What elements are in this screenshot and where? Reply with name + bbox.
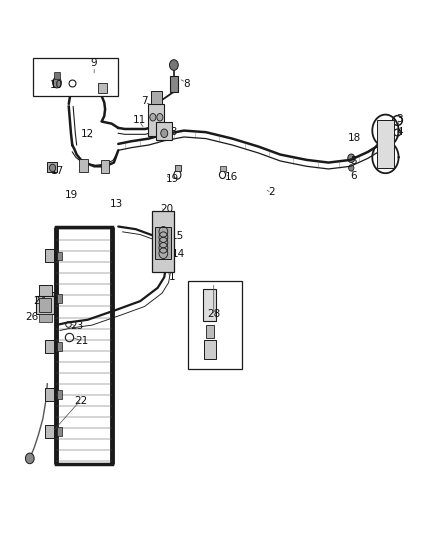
Bar xyxy=(45,292,54,305)
Bar xyxy=(170,76,178,92)
Text: 28: 28 xyxy=(207,310,220,319)
Bar xyxy=(101,160,110,173)
Circle shape xyxy=(49,164,56,172)
Text: 4: 4 xyxy=(396,127,403,137)
Circle shape xyxy=(53,77,61,88)
Text: 18: 18 xyxy=(348,133,361,142)
Text: 21: 21 xyxy=(76,336,89,346)
Bar xyxy=(57,252,62,260)
Circle shape xyxy=(348,154,355,163)
Text: 17: 17 xyxy=(50,166,64,175)
Text: 19: 19 xyxy=(166,174,179,183)
Bar xyxy=(152,211,174,272)
Bar xyxy=(148,104,164,136)
Bar xyxy=(377,120,394,168)
Bar xyxy=(57,427,62,436)
FancyBboxPatch shape xyxy=(33,58,118,96)
Bar xyxy=(45,340,54,353)
Circle shape xyxy=(349,165,354,171)
Bar xyxy=(204,341,215,359)
Bar xyxy=(57,342,62,351)
Bar xyxy=(175,165,181,171)
Text: 5: 5 xyxy=(350,156,357,166)
Text: 13: 13 xyxy=(110,199,123,209)
Text: 23: 23 xyxy=(70,321,83,331)
Bar xyxy=(39,285,52,296)
Circle shape xyxy=(170,60,178,70)
Text: 9: 9 xyxy=(91,58,98,68)
Text: 2: 2 xyxy=(268,187,275,197)
Circle shape xyxy=(25,453,34,464)
Text: 20: 20 xyxy=(160,205,173,214)
Circle shape xyxy=(161,129,168,138)
Bar xyxy=(45,388,54,401)
Bar xyxy=(220,166,226,171)
Text: 19: 19 xyxy=(65,190,78,199)
Circle shape xyxy=(150,114,156,121)
Bar xyxy=(47,162,57,172)
Bar xyxy=(155,227,171,259)
Text: 11: 11 xyxy=(133,115,146,125)
Text: 1: 1 xyxy=(169,272,176,282)
Bar xyxy=(39,314,52,322)
Text: 3: 3 xyxy=(396,115,403,124)
Text: 7: 7 xyxy=(141,96,148,106)
Bar xyxy=(57,294,62,303)
Bar xyxy=(36,296,54,314)
Text: 6: 6 xyxy=(350,171,357,181)
Bar xyxy=(54,72,60,79)
Bar xyxy=(45,425,54,438)
Text: 24: 24 xyxy=(34,296,47,305)
Text: 18: 18 xyxy=(165,127,178,136)
Text: 10: 10 xyxy=(49,80,63,90)
Text: 8: 8 xyxy=(183,79,190,88)
Text: 12: 12 xyxy=(81,130,94,139)
Text: 26: 26 xyxy=(25,312,39,322)
Bar xyxy=(39,298,51,312)
Bar xyxy=(156,122,172,140)
Bar xyxy=(203,289,216,321)
Bar xyxy=(205,325,214,338)
Bar xyxy=(57,390,62,399)
Bar xyxy=(98,83,107,93)
FancyBboxPatch shape xyxy=(188,281,242,369)
Text: 22: 22 xyxy=(74,396,88,406)
Circle shape xyxy=(157,114,163,121)
Bar xyxy=(45,249,54,262)
Bar xyxy=(151,91,162,104)
Text: 16: 16 xyxy=(225,172,238,182)
Text: 14: 14 xyxy=(172,249,185,259)
Bar xyxy=(79,159,88,172)
Text: 15: 15 xyxy=(170,231,184,240)
